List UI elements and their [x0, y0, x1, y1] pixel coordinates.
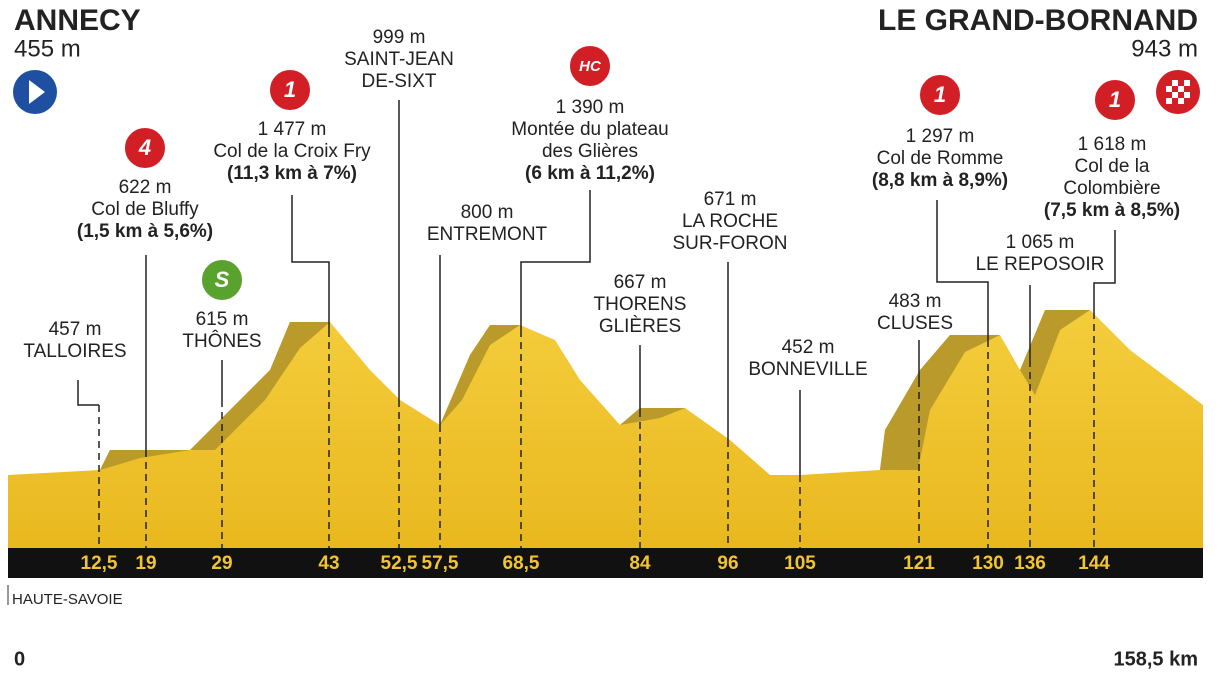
point-label: THORENS: [594, 294, 687, 315]
climb-shading: [100, 310, 1090, 470]
km-bar: [8, 548, 1203, 578]
region: HAUTE-SAVOIE: [12, 591, 123, 608]
point-label: 1 390 m: [556, 97, 625, 118]
km-label: 121: [903, 553, 935, 574]
point-label: (6 km à 11,2%): [525, 163, 655, 184]
leader-line: [1093, 230, 1116, 312]
point-label: THÔNES: [182, 330, 261, 352]
climb-badge: [123, 126, 167, 170]
badge-label: 1: [1109, 87, 1121, 112]
point-label: Col de la Croix Fry: [213, 141, 371, 162]
point-label: LE REPOSOIR: [976, 254, 1105, 275]
km-label: 19: [135, 553, 156, 574]
badge-label: 1: [934, 82, 946, 107]
km-label: 84: [629, 553, 651, 574]
km-label: 130: [972, 553, 1004, 574]
point-label: Col de Bluffy: [91, 199, 199, 220]
badge-label: 1: [284, 77, 296, 102]
point-label: DE-SIXT: [362, 71, 437, 92]
km-label: 96: [717, 553, 738, 574]
km-label: 105: [784, 553, 816, 574]
point-label: Col de la: [1075, 156, 1150, 177]
point-label: 452 m: [782, 337, 835, 358]
km-label: 29: [211, 553, 232, 574]
km-label: 144: [1078, 553, 1110, 574]
leader-line: [520, 190, 591, 330]
finish-flag: [1156, 70, 1200, 114]
start-name: ANNECY: [14, 4, 141, 37]
point-label: 999 m: [373, 27, 426, 48]
point-label: Col de Romme: [877, 148, 1004, 169]
km-label: 12,5: [81, 553, 118, 574]
climb-badge: [268, 68, 312, 112]
badge-label: HC: [579, 58, 602, 75]
climb-badge: [200, 258, 244, 302]
start-arrow: [29, 80, 45, 104]
point-label: CLUSES: [877, 313, 953, 334]
point-label: BONNEVILLE: [748, 359, 867, 380]
point-label: Colombière: [1063, 178, 1160, 199]
point-label: SUR-FORON: [672, 233, 787, 254]
point-label: LA ROCHE: [682, 211, 778, 232]
point-label: 1 477 m: [258, 119, 327, 140]
point-label: (7,5 km à 8,5%): [1044, 200, 1180, 221]
point-label: (11,3 km à 7%): [227, 163, 357, 184]
start-altitude: 455 m: [14, 35, 81, 62]
km-label: 52,5: [381, 553, 418, 574]
km-label: 43: [318, 553, 339, 574]
point-label: 615 m: [196, 309, 249, 330]
leader-line: [77, 380, 99, 406]
point-label: 457 m: [49, 319, 102, 340]
finish-name: LE GRAND-BORNAND: [878, 4, 1198, 37]
point-label: ENTREMONT: [427, 224, 548, 245]
climb-badge: [918, 73, 962, 117]
leader-line: [291, 195, 330, 330]
km-label: 136: [1014, 553, 1046, 574]
km-label: 68,5: [503, 553, 540, 574]
point-label: (1,5 km à 5,6%): [77, 221, 213, 242]
point-label: Montée du plateau: [511, 119, 668, 140]
point-label: 622 m: [119, 177, 172, 198]
point-label: 1 618 m: [1078, 134, 1147, 155]
point-label: SAINT-JEAN: [344, 49, 454, 70]
point-label: 667 m: [614, 272, 667, 293]
point-label: GLIÈRES: [599, 316, 681, 337]
point-label: 483 m: [889, 291, 942, 312]
point-label: (8,8 km à 8,9%): [872, 170, 1008, 191]
km-label: 57,5: [422, 553, 459, 574]
climb-badge: [568, 44, 612, 88]
point-label: 800 m: [461, 202, 514, 223]
distance-end: 158,5 km: [1113, 648, 1198, 670]
profile: [8, 310, 1203, 548]
point-label: 1 297 m: [906, 126, 975, 147]
badge-label: S: [215, 267, 230, 292]
finish-altitude: 943 m: [1131, 35, 1198, 62]
point-label: TALLOIRES: [23, 341, 126, 362]
leader-line: [936, 200, 989, 340]
distance-start: 0: [14, 648, 25, 670]
point-label: 1 065 m: [1006, 232, 1075, 253]
badge-label: 4: [138, 135, 151, 160]
climb-badge: [1093, 78, 1137, 122]
point-label: des Glières: [542, 141, 638, 162]
point-label: 671 m: [704, 189, 757, 210]
